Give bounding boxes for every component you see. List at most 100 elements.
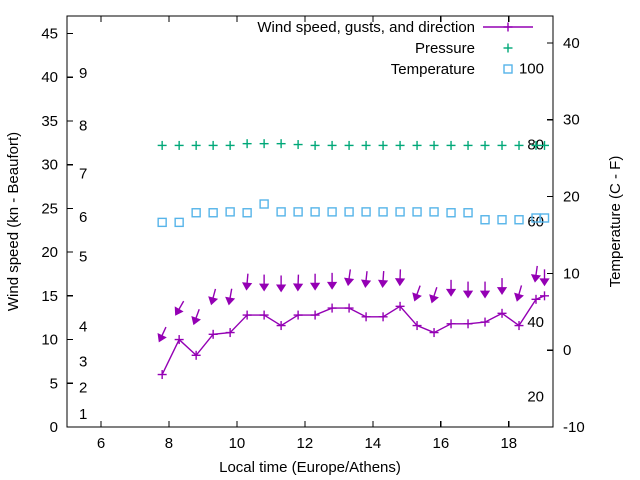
- beaufort-label: 1: [79, 406, 87, 423]
- x-tick-label: 6: [97, 435, 105, 452]
- pressure-point: [344, 140, 354, 150]
- y-tick-label: 15: [41, 288, 58, 305]
- beaufort-label: 9: [79, 65, 87, 82]
- wind-direction-arrow: [225, 288, 236, 306]
- pressure-point: [293, 140, 303, 150]
- fahrenheit-label: 40: [527, 314, 544, 331]
- y2-tick-label: 20: [563, 189, 580, 206]
- y-tick-label: 45: [41, 25, 58, 42]
- y-tick-label: 25: [41, 200, 58, 217]
- wind-direction-arrow: [479, 281, 491, 299]
- beaufort-label: 3: [79, 353, 87, 370]
- wind-speed-point: [276, 321, 286, 331]
- y2-axis-title: Temperature (C - F): [607, 156, 624, 288]
- wind-direction-arrow: [429, 287, 439, 304]
- beaufort-label: 4: [79, 318, 87, 335]
- wind-direction-arrow: [514, 285, 524, 302]
- wind-speed-point: [174, 335, 184, 345]
- pressure-point: [259, 139, 269, 149]
- pressure-point: [395, 140, 405, 150]
- y2-tick-label: -10: [563, 419, 585, 436]
- y2-tick-label: 10: [563, 265, 580, 282]
- pressure-point: [531, 140, 541, 150]
- wind-speed-point: [327, 303, 337, 313]
- pressure-point: [225, 140, 235, 150]
- wind-direction-arrow: [377, 271, 389, 288]
- y-tick-label: 40: [41, 69, 58, 86]
- temperature-point: [412, 207, 422, 217]
- pressure-point: [446, 140, 456, 150]
- legend-marker-sample: [503, 64, 513, 74]
- pressure-point: [412, 140, 422, 150]
- beaufort-label: 8: [79, 117, 87, 134]
- y-tick-label: 5: [50, 375, 58, 392]
- temperature-point: [157, 217, 167, 228]
- y-axis-title: Wind speed (kn - Beaufort): [5, 132, 22, 311]
- wind-speed-point: [259, 310, 269, 320]
- temperature-point: [446, 208, 456, 218]
- wind-direction-arrow: [208, 288, 219, 306]
- wind-speed-point: [395, 301, 405, 311]
- temperature-point: [310, 207, 320, 217]
- wind-direction-arrow: [326, 272, 338, 290]
- wind-speed-point: [412, 321, 422, 331]
- temperature-point: [208, 208, 218, 218]
- pressure-point: [463, 140, 473, 150]
- legend-marker-sample: [503, 43, 513, 53]
- wind-speed-point: [208, 329, 218, 339]
- x-tick-label: 8: [165, 435, 173, 452]
- y-tick-label: 10: [41, 332, 58, 349]
- fahrenheit-label: 100: [519, 60, 544, 77]
- wind-speed-point: [225, 328, 235, 338]
- wind-speed-point: [446, 319, 456, 329]
- temperature-point: [225, 207, 235, 217]
- y-tick-label: 30: [41, 157, 58, 174]
- temperature-point: [497, 215, 507, 225]
- pressure-point: [157, 140, 167, 150]
- wind-speed-point: [480, 317, 490, 327]
- temperature-point: [191, 208, 201, 218]
- temperature-point: [514, 215, 524, 225]
- wind-speed-point: [497, 308, 507, 318]
- y-tick-label: 35: [41, 113, 58, 130]
- wind-speed-point: [191, 350, 201, 360]
- wind-direction-arrow: [259, 274, 270, 292]
- beaufort-label: 2: [79, 380, 87, 397]
- temperature-point: [276, 207, 286, 217]
- pressure-point: [361, 140, 371, 150]
- pressure-point: [276, 139, 286, 149]
- wind-direction-arrow: [275, 275, 287, 293]
- wind-speed-point: [429, 328, 439, 338]
- wind-speed-point: [378, 312, 388, 322]
- beaufort-label: 7: [79, 165, 87, 182]
- wind-speed-point: [293, 310, 303, 320]
- wind-speed-point: [463, 319, 473, 329]
- fahrenheit-label: 20: [527, 388, 544, 405]
- temperature-point: [463, 208, 473, 218]
- wind-speed-point: [514, 321, 524, 331]
- x-tick-label: 14: [365, 435, 382, 452]
- x-tick-label: 16: [433, 435, 450, 452]
- pressure-point: [540, 140, 550, 150]
- temperature-point: [429, 207, 439, 217]
- wind-direction-arrow: [360, 271, 372, 288]
- plot-frame: [66, 15, 554, 428]
- wind-speed-point: [361, 312, 371, 322]
- wind-direction-arrow: [174, 300, 185, 316]
- wind-direction-arrow: [445, 279, 457, 297]
- wind-speed-point: [157, 370, 167, 380]
- pressure-point: [429, 140, 439, 150]
- wind-direction-arrow: [530, 265, 542, 283]
- temperature-point: [395, 207, 405, 217]
- y2-tick-label: 30: [563, 112, 580, 129]
- pressure-point: [310, 140, 320, 150]
- pressure-point: [480, 140, 490, 150]
- pressure-point: [327, 140, 337, 150]
- temperature-point: [344, 207, 354, 217]
- temperature-point: [539, 213, 550, 223]
- wind-direction-arrow: [242, 273, 253, 291]
- temperature-point: [327, 207, 337, 217]
- pressure-point: [378, 140, 388, 150]
